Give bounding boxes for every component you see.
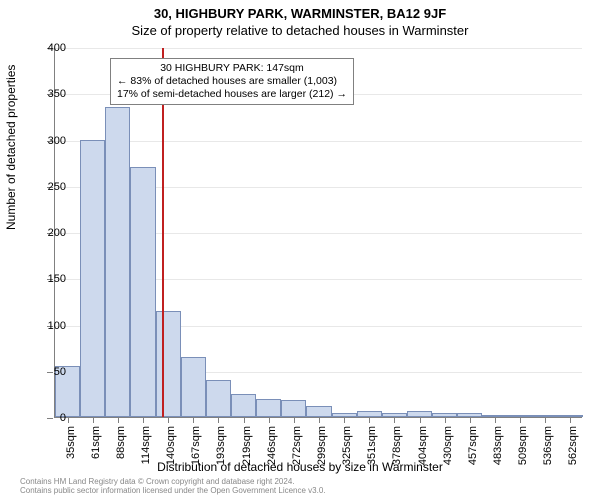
x-tick <box>570 417 571 423</box>
y-tick-label: 250 <box>48 181 66 193</box>
x-tick-label: 88sqm <box>115 426 127 459</box>
gridline <box>55 141 582 142</box>
x-tick-label: 114sqm <box>140 426 152 464</box>
x-tick-label: 35sqm <box>65 426 77 459</box>
x-tick <box>344 417 345 423</box>
y-tick-label: 300 <box>48 135 66 147</box>
chart-title: 30, HIGHBURY PARK, WARMINSTER, BA12 9JF <box>0 0 600 21</box>
y-tick-label: 50 <box>54 366 66 378</box>
histogram-bar <box>281 400 306 417</box>
x-tick <box>445 417 446 423</box>
x-tick <box>294 417 295 423</box>
histogram-bar <box>206 380 231 417</box>
footer-line1: Contains HM Land Registry data © Crown c… <box>20 477 326 487</box>
y-tick-label: 0 <box>60 412 66 424</box>
x-tick <box>369 417 370 423</box>
chart-subtitle: Size of property relative to detached ho… <box>0 21 600 38</box>
chart-plot: 30 HIGHBURY PARK: 147sqm← 83% of detache… <box>54 48 582 418</box>
histogram-bar <box>306 406 331 417</box>
y-tick-label: 100 <box>48 320 66 332</box>
x-tick <box>420 417 421 423</box>
histogram-bar <box>80 140 105 418</box>
x-tick <box>470 417 471 423</box>
annotation-line1: 30 HIGHBURY PARK: 147sqm <box>117 62 347 75</box>
annotation-line2: ← 83% of detached houses are smaller (1,… <box>117 75 347 88</box>
x-tick <box>520 417 521 423</box>
y-axis-label: Number of detached properties <box>4 65 18 230</box>
x-tick <box>319 417 320 423</box>
histogram-bar <box>156 311 181 417</box>
x-tick <box>218 417 219 423</box>
chart-container: 30, HIGHBURY PARK, WARMINSTER, BA12 9JF … <box>0 0 600 500</box>
x-tick-label: 61sqm <box>90 426 102 459</box>
x-tick <box>244 417 245 423</box>
y-tick-label: 400 <box>48 42 66 54</box>
x-tick <box>269 417 270 423</box>
x-tick <box>193 417 194 423</box>
histogram-bar <box>256 399 281 418</box>
annotation-line3: 17% of semi-detached houses are larger (… <box>117 88 347 101</box>
histogram-bar <box>105 107 130 417</box>
x-axis-label: Distribution of detached houses by size … <box>0 460 600 474</box>
annotation-box: 30 HIGHBURY PARK: 147sqm← 83% of detache… <box>110 58 354 105</box>
y-tick-label: 350 <box>48 88 66 100</box>
footer-line2: Contains public sector information licen… <box>20 486 326 496</box>
x-tick <box>143 417 144 423</box>
x-tick <box>394 417 395 423</box>
histogram-bar <box>231 394 256 417</box>
y-tick-label: 150 <box>48 273 66 285</box>
y-tick-label: 200 <box>48 227 66 239</box>
histogram-bar <box>130 167 155 417</box>
x-tick <box>545 417 546 423</box>
footer-attribution: Contains HM Land Registry data © Crown c… <box>20 477 326 496</box>
histogram-bar <box>181 357 206 417</box>
x-tick <box>68 417 69 423</box>
y-tick <box>47 418 53 419</box>
gridline <box>55 48 582 49</box>
x-tick <box>495 417 496 423</box>
x-tick <box>93 417 94 423</box>
y-tick <box>47 372 53 373</box>
plot-area: 30 HIGHBURY PARK: 147sqm← 83% of detache… <box>54 48 582 418</box>
x-tick <box>118 417 119 423</box>
x-tick <box>168 417 169 423</box>
